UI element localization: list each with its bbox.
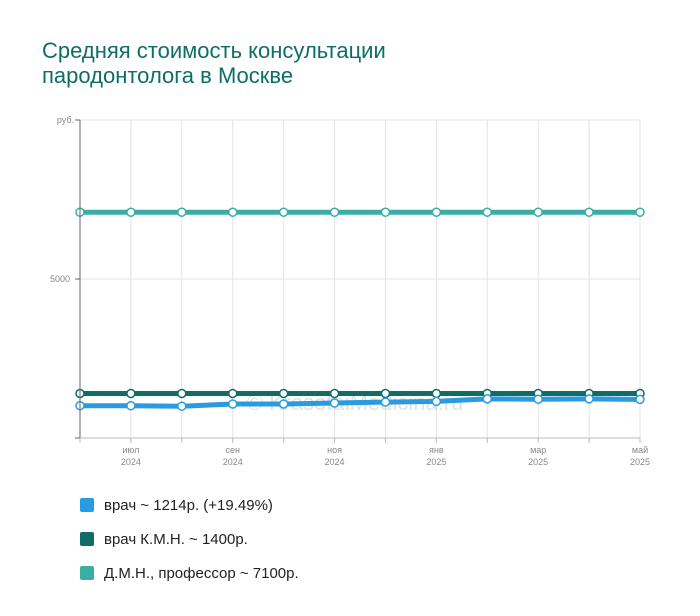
series-врач К.М.Н. <box>75 388 645 399</box>
data-point <box>329 388 340 399</box>
data-point <box>126 207 136 217</box>
data-point <box>227 207 238 217</box>
data-point <box>177 207 187 217</box>
chart-title-line-1: Средняя стоимость консультации <box>42 38 386 63</box>
data-point <box>431 207 442 217</box>
data-point <box>126 388 136 399</box>
data-point <box>380 388 391 399</box>
data-point <box>635 394 645 405</box>
x-tick-label-year: 2024 <box>223 457 243 467</box>
chart-title-line-2: пародонтолога в Москве <box>42 63 294 88</box>
chart-title: Средняя стоимость консультации пародонто… <box>42 38 602 88</box>
data-point <box>329 398 340 408</box>
legend-swatch <box>80 532 94 546</box>
data-point <box>482 207 493 217</box>
legend-label: врач ~ 1214р. (+19.49%) <box>104 496 273 514</box>
data-point <box>329 207 340 217</box>
x-tick-label-year: 2025 <box>528 457 548 467</box>
data-point <box>533 207 543 217</box>
data-point <box>227 388 238 399</box>
series-врач <box>75 394 645 411</box>
data-point <box>177 401 187 411</box>
data-point <box>380 397 391 407</box>
x-tick-label-month: сен <box>225 445 240 455</box>
legend-item[interactable]: Д.М.Н., профессор ~ 7100р. <box>80 556 299 590</box>
data-point <box>278 399 289 409</box>
data-point <box>584 394 594 404</box>
x-tick-label-month: ноя <box>327 445 342 455</box>
x-tick-label-year: 2025 <box>426 457 446 467</box>
x-tick-label-month: май <box>632 445 648 455</box>
data-point <box>126 400 136 411</box>
legend: врач ~ 1214р. (+19.49%) врач К.М.Н. ~ 140… <box>80 488 299 590</box>
legend-item[interactable]: врач ~ 1214р. (+19.49%) <box>80 488 299 522</box>
legend-label: Д.М.Н., профессор ~ 7100р. <box>104 564 299 582</box>
legend-label: врач К.М.Н. ~ 1400р. <box>104 530 248 548</box>
axis-layer: 5000 руб. июл 2024 сен 2024 ноя 2024 янв 2025 мар 2… <box>50 115 650 467</box>
data-point <box>431 388 442 399</box>
data-point <box>380 207 391 217</box>
data-point <box>177 388 187 399</box>
data-point <box>431 396 442 407</box>
data-point <box>533 394 543 404</box>
x-tick-label-month: янв <box>429 445 444 455</box>
grid-layer <box>79 119 641 438</box>
data-point <box>482 394 493 404</box>
legend-item[interactable]: врач К.М.Н. ~ 1400р. <box>80 522 299 556</box>
series-layer <box>75 207 645 411</box>
series-Д.М.Н., профессор <box>75 207 645 217</box>
legend-swatch <box>80 566 94 580</box>
data-point <box>278 207 289 217</box>
data-point <box>278 388 289 399</box>
y-axis-label: руб. <box>57 115 74 125</box>
data-point <box>227 399 238 409</box>
series-line <box>77 396 643 409</box>
legend-swatch <box>80 498 94 512</box>
data-point <box>584 207 594 217</box>
line-chart: © KrasotaiMedicina.ru 5000руб.июл2024сен… <box>50 115 650 467</box>
x-tick-label-year: 2024 <box>121 457 141 467</box>
x-tick-label-month: июл <box>122 445 139 455</box>
x-tick-label-year: 2025 <box>630 457 650 467</box>
y-tick-label: 5000 <box>50 274 70 284</box>
data-point <box>635 207 645 217</box>
x-tick-label-year: 2024 <box>325 457 345 467</box>
x-tick-label-month: мар <box>530 445 546 455</box>
